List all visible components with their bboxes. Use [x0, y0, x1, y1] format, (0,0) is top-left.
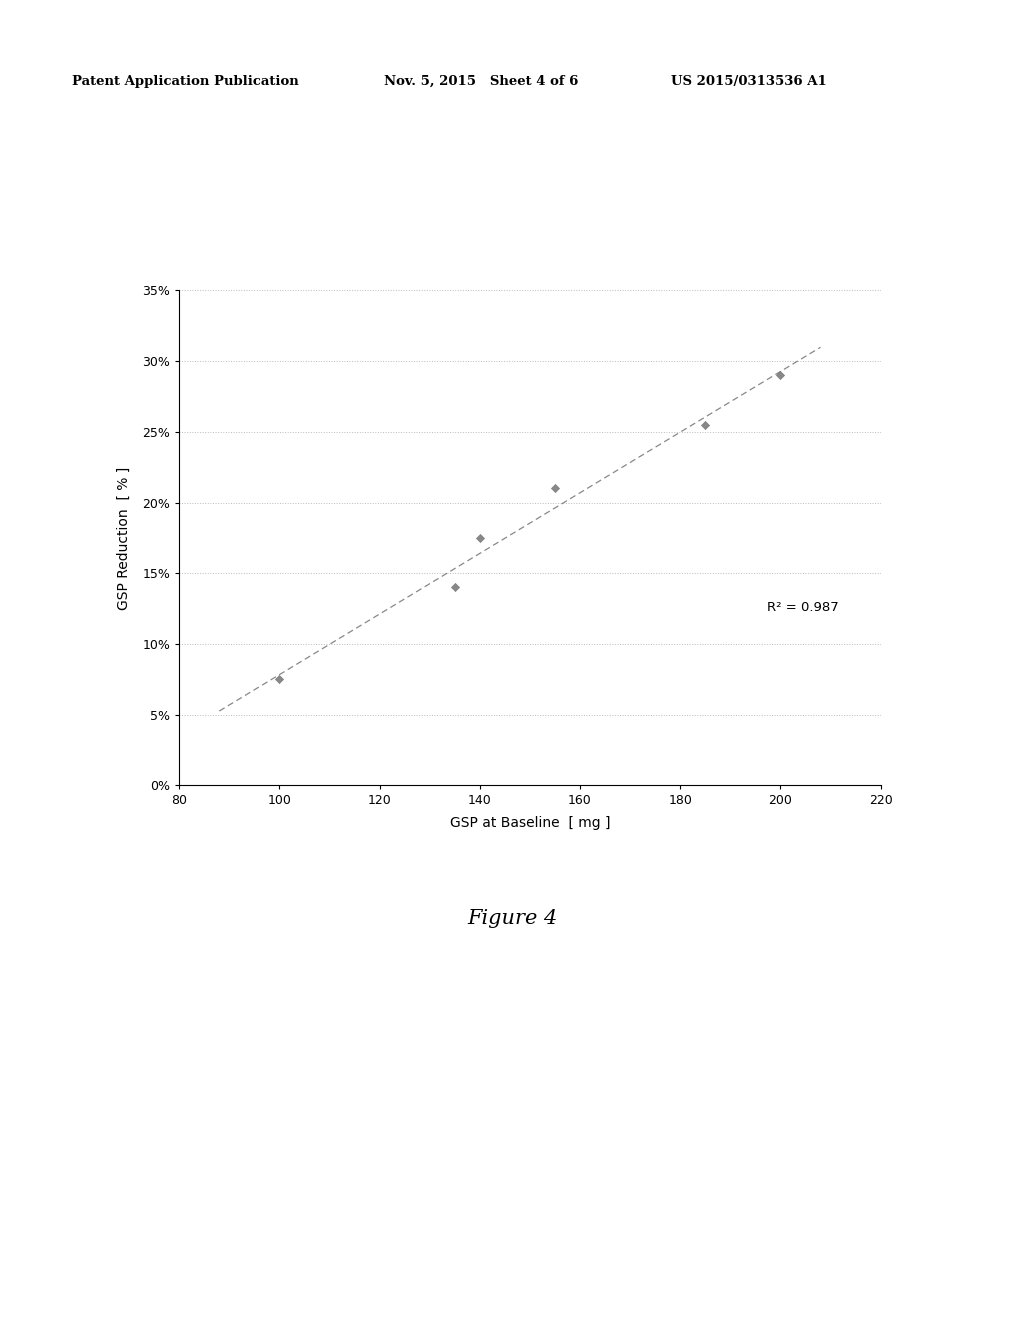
Text: US 2015/0313536 A1: US 2015/0313536 A1 — [671, 75, 826, 88]
Text: Patent Application Publication: Patent Application Publication — [72, 75, 298, 88]
Point — [446, 577, 463, 598]
Y-axis label: GSP Reduction  [ % ]: GSP Reduction [ % ] — [117, 466, 131, 610]
Text: Figure 4: Figure 4 — [467, 909, 557, 928]
Point — [547, 478, 563, 499]
Point — [472, 527, 488, 548]
Point — [271, 669, 288, 690]
Point — [772, 364, 788, 385]
Point — [697, 414, 714, 436]
Text: Nov. 5, 2015   Sheet 4 of 6: Nov. 5, 2015 Sheet 4 of 6 — [384, 75, 579, 88]
Text: R² = 0.987: R² = 0.987 — [767, 601, 839, 614]
X-axis label: GSP at Baseline  [ mg ]: GSP at Baseline [ mg ] — [450, 816, 610, 830]
